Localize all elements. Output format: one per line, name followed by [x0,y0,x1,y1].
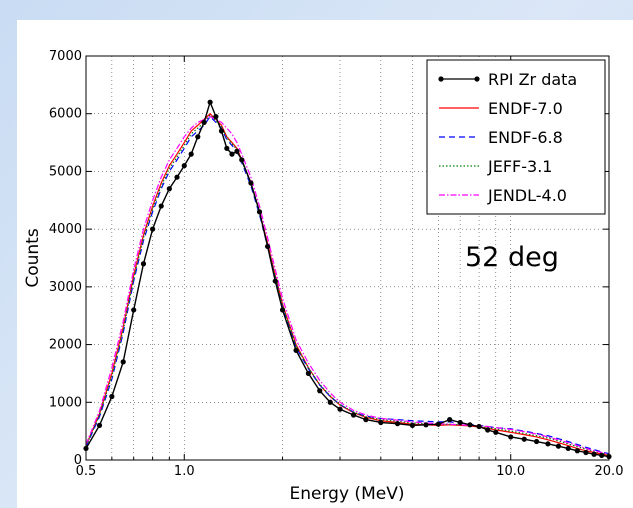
data-point [174,174,180,180]
series-layer [83,99,612,460]
legend-label: JENDL-4.0 [487,186,567,205]
legend-marker [438,76,444,82]
data-point [293,347,299,353]
data-point [120,359,126,365]
y-axis-title: Counts [23,228,43,287]
legend-label: RPI Zr data [488,70,577,89]
data-point [485,427,491,433]
spectrum-chart: 0 1000 2000 3000 4000 5000 6000 7000 0.5 1.0 10.0 2… [23,49,624,504]
legend-label: JEFF-3.1 [487,157,552,176]
y-tick-label: 6000 [49,107,82,122]
data-point [109,393,115,400]
data-point [317,388,323,394]
data-point [423,422,429,428]
data-point [565,445,571,452]
y-tick-label: 2000 [49,338,82,353]
data-point [140,261,147,267]
data-point [213,114,219,120]
data-point [96,422,103,428]
data-point [272,278,278,284]
series-line-jeff-3-1 [85,113,610,456]
data-point [248,180,254,186]
data-point [574,448,580,454]
data-point [457,419,463,426]
y-tick-label: 0 [74,453,82,468]
data-point [476,423,482,430]
figure-panel: 0 1000 2000 3000 4000 5000 6000 7000 0.5 1.0 10.0 2… [17,20,633,508]
tick-layer: 0 1000 2000 3000 4000 5000 6000 7000 0.5 1.0 10.0 2… [49,49,624,479]
x-tick-label: 1.0 [174,464,195,479]
data-point [350,412,357,418]
data-point [234,148,240,154]
data-point [218,128,225,134]
legend: RPI Zr data ENDF-7.0 ENDF-6.8 JEFF-3.1 JENDL… [426,59,606,215]
data-point [363,417,369,423]
data-point [201,119,207,125]
data-point [583,449,589,456]
data-point [545,441,551,447]
data-point [229,151,235,157]
data-point [467,422,473,428]
data-point [409,422,416,428]
plot-frame [85,55,610,461]
y-tick-label: 1000 [49,395,82,410]
legend-box [426,59,606,215]
data-point [327,399,333,405]
x-tick-label: 0.5 [76,464,97,479]
data-point [493,429,499,435]
data-point [265,243,271,250]
data-point [166,186,172,192]
series-line-endf-6-8 [85,115,610,455]
x-tick-label: 20.0 [595,464,624,479]
legend-marker [474,76,480,82]
x-tick-label: 10.0 [496,464,525,479]
data-point [239,157,245,163]
data-point [337,406,343,412]
data-point [533,438,540,445]
y-tick-label: 4000 [49,222,82,237]
x-axis-title: Energy (MeV) [290,484,405,504]
data-point [207,99,213,105]
legend-label: ENDF-6.8 [488,128,563,147]
angle-annotation: 52 deg [465,242,559,273]
data-point [188,151,194,157]
data-point [599,452,605,458]
y-tick-label: 5000 [49,164,82,179]
data-point [279,307,286,313]
data-point [435,421,441,427]
legend-label: ENDF-7.0 [488,99,563,118]
data-point [378,419,384,426]
data-point [394,421,401,427]
data-point [150,226,156,232]
data-point [591,451,597,457]
y-tick-label: 7000 [49,49,82,64]
data-point [555,443,562,449]
data-point [508,434,514,440]
data-point [195,134,201,140]
data-point [224,145,230,151]
data-point [521,436,527,442]
data-point [158,203,164,209]
data-point [447,417,453,423]
data-point [256,209,263,215]
data-point [305,370,311,377]
series-line-jendl-4-0 [85,115,610,455]
data-point [181,163,187,169]
data-point [131,307,137,313]
grid [86,56,609,460]
y-tick-label: 3000 [49,280,82,295]
